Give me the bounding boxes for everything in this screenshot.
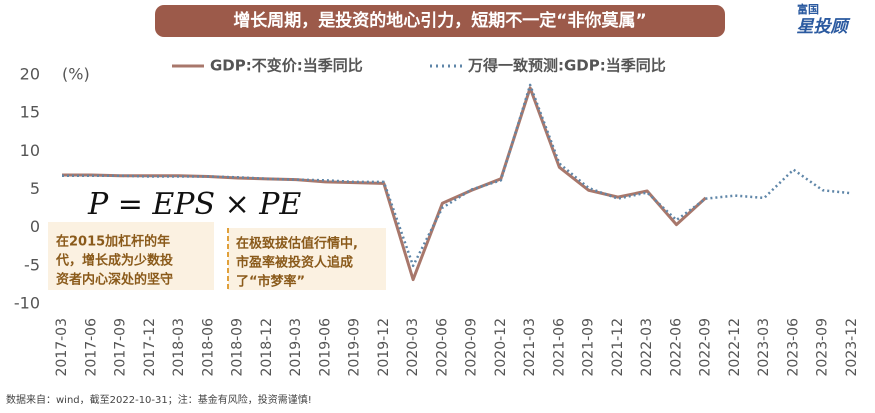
x-tick-label: 2017-03 xyxy=(54,318,70,377)
x-tick-label: 2021-12 xyxy=(610,318,626,377)
logo-top: 富国 xyxy=(797,2,819,16)
x-tick-label: 2023-06 xyxy=(785,318,801,377)
annotation-text: 资者内心深处的坚守 xyxy=(56,272,173,288)
x-tick-label: 2022-12 xyxy=(727,318,743,377)
logo-main: 星投顾 xyxy=(797,17,851,37)
annotation-text: 了“市梦率” xyxy=(236,274,305,290)
formula: P = EPS × PE xyxy=(87,187,301,222)
x-tick-label: 2017-12 xyxy=(142,318,158,377)
x-tick-label: 2019-03 xyxy=(288,318,304,377)
x-tick-label: 2017-09 xyxy=(113,318,129,377)
x-tick-label: 2019-09 xyxy=(347,318,363,377)
annotation-text: 代，增长成为少数投 xyxy=(55,253,173,269)
x-tick-label: 2019-06 xyxy=(317,318,333,377)
y-tick-label: -10 xyxy=(14,294,40,313)
x-tick-label: 2022-03 xyxy=(639,318,655,377)
x-tick-label: 2018-06 xyxy=(200,318,216,377)
x-tick-label: 2021-03 xyxy=(522,318,538,377)
annotation-box xyxy=(228,228,386,290)
annotation-text: 在2015加杠杆的年 xyxy=(56,234,170,250)
title-banner xyxy=(155,5,725,37)
x-tick-label: 2023-12 xyxy=(844,318,860,377)
x-tick-label: 2020-12 xyxy=(493,318,509,377)
y-tick-label: 5 xyxy=(30,179,40,198)
y-tick-label: 20 xyxy=(20,65,40,84)
annotation-text: 市盈率被投资人追成 xyxy=(236,255,353,271)
x-tick-label: 2021-09 xyxy=(581,318,597,377)
x-tick-label: 2018-09 xyxy=(230,318,246,377)
y-tick-label: 0 xyxy=(30,217,40,236)
legend-label: GDP:不变价:当季同比 xyxy=(210,57,363,75)
y-unit: (%) xyxy=(62,65,90,84)
x-tick-label: 2018-03 xyxy=(171,318,187,377)
x-tick-label: 2020-09 xyxy=(464,318,480,377)
legend-label: 万得一致预测:GDP:当季同比 xyxy=(467,57,666,75)
source-note: 数据来自：wind，截至2022-10-31；注：基金有风险，投资需谨慎! xyxy=(6,393,312,406)
annotation-text: 在极致拔估值行情中, xyxy=(236,236,358,252)
y-tick-label: 15 xyxy=(20,103,40,122)
x-tick-label: 2021-06 xyxy=(551,318,567,377)
x-tick-label: 2017-06 xyxy=(83,318,99,377)
x-tick-label: 2022-09 xyxy=(698,318,714,377)
y-tick-label: 10 xyxy=(20,141,40,160)
x-tick-label: 2023-09 xyxy=(815,318,831,377)
series-line xyxy=(62,86,707,282)
y-tick-label: -5 xyxy=(24,255,40,274)
x-tick-label: 2020-06 xyxy=(434,318,450,377)
chart-title: 增长周期，是投资的地心引力，短期不一定“非你莫属” xyxy=(233,10,646,31)
x-tick-label: 2020-03 xyxy=(405,318,421,377)
annotation-box xyxy=(48,222,214,290)
x-tick-label: 2023-03 xyxy=(756,318,772,377)
x-tick-label: 2022-06 xyxy=(668,318,684,377)
x-tick-label: 2018-12 xyxy=(259,318,275,377)
x-tick-label: 2019-12 xyxy=(376,318,392,377)
series-line xyxy=(62,83,853,268)
